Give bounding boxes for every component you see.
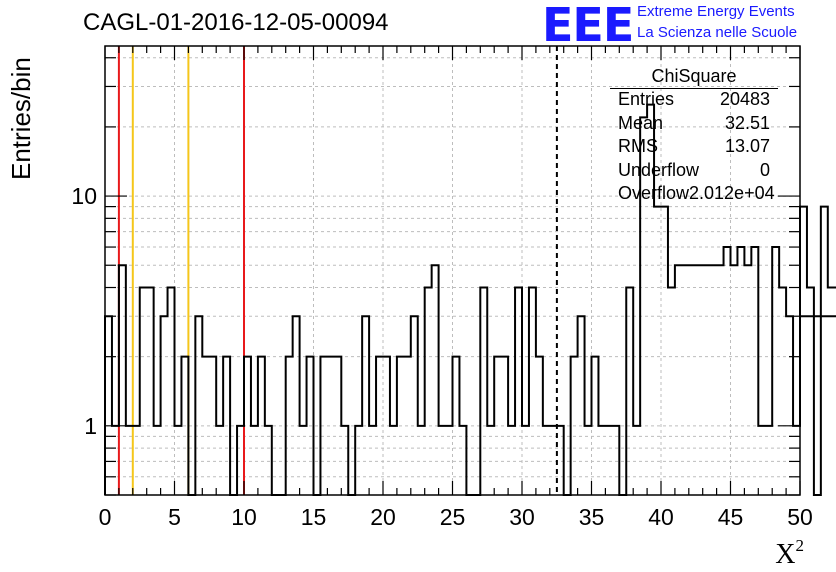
x-tick-label: 20: [370, 504, 396, 530]
x-tick-label: 5: [168, 504, 181, 530]
x-axis-label-base: X: [775, 539, 796, 570]
eee-logo: EEE: [542, 0, 634, 52]
axis-ticks: [104, 46, 801, 496]
stats-box: ChiSquare Entries 20483 Mean 32.51 RMS 1…: [610, 66, 778, 207]
stats-box-title: ChiSquare: [610, 66, 778, 89]
x-tick-label: 10: [231, 504, 257, 530]
x-tick-label: 50: [787, 504, 813, 530]
stats-value: 20483: [719, 89, 770, 109]
stats-row-rms: RMS 13.07: [610, 136, 778, 160]
run-title: CAGL-01-2016-12-05-00094: [83, 9, 389, 36]
stats-label: Entries: [618, 89, 675, 109]
stats-value: 32.51: [724, 112, 770, 133]
stats-value: 13.07: [724, 136, 770, 156]
histogram-line: [104, 103, 836, 496]
reference-lines: [117, 46, 558, 495]
y-axis-label: Entries/bin: [6, 57, 36, 180]
tick-labels: 0 5 10 15 20 25 30 35 40 45 50 1 10: [71, 183, 812, 530]
x-tick-label: 0: [99, 504, 112, 530]
grid-lines: [105, 46, 800, 495]
stats-value: 0: [759, 159, 770, 180]
x-tick-label: 15: [301, 504, 327, 530]
y-tick-label: 1: [84, 413, 97, 439]
stats-label: Underflow: [618, 159, 700, 180]
x-axis-label: X2: [775, 536, 804, 571]
stats-row-entries: Entries 20483: [610, 89, 778, 113]
stats-label: Mean: [618, 112, 664, 133]
logo-tagline-1: Extreme Energy Events: [637, 3, 795, 20]
x-tick-label: 35: [579, 504, 605, 530]
logo-tagline-2: La Scienza nelle Scuole: [637, 24, 798, 41]
stats-value: 2.012e+04: [689, 183, 775, 203]
stats-row-underflow: Underflow 0: [610, 160, 778, 184]
x-tick-label: 25: [440, 504, 466, 530]
x-tick-label: 45: [718, 504, 744, 530]
x-tick-label: 30: [509, 504, 535, 530]
stats-label: Overflow: [618, 183, 690, 203]
stats-row-overflow: Overflow 2.012e+04: [610, 183, 778, 207]
x-axis-label-superscript: 2: [795, 536, 805, 555]
y-tick-label: 10: [71, 183, 97, 209]
stats-row-mean: Mean 32.51: [610, 113, 778, 137]
x-tick-label: 40: [648, 504, 674, 530]
stats-label: RMS: [618, 136, 658, 156]
